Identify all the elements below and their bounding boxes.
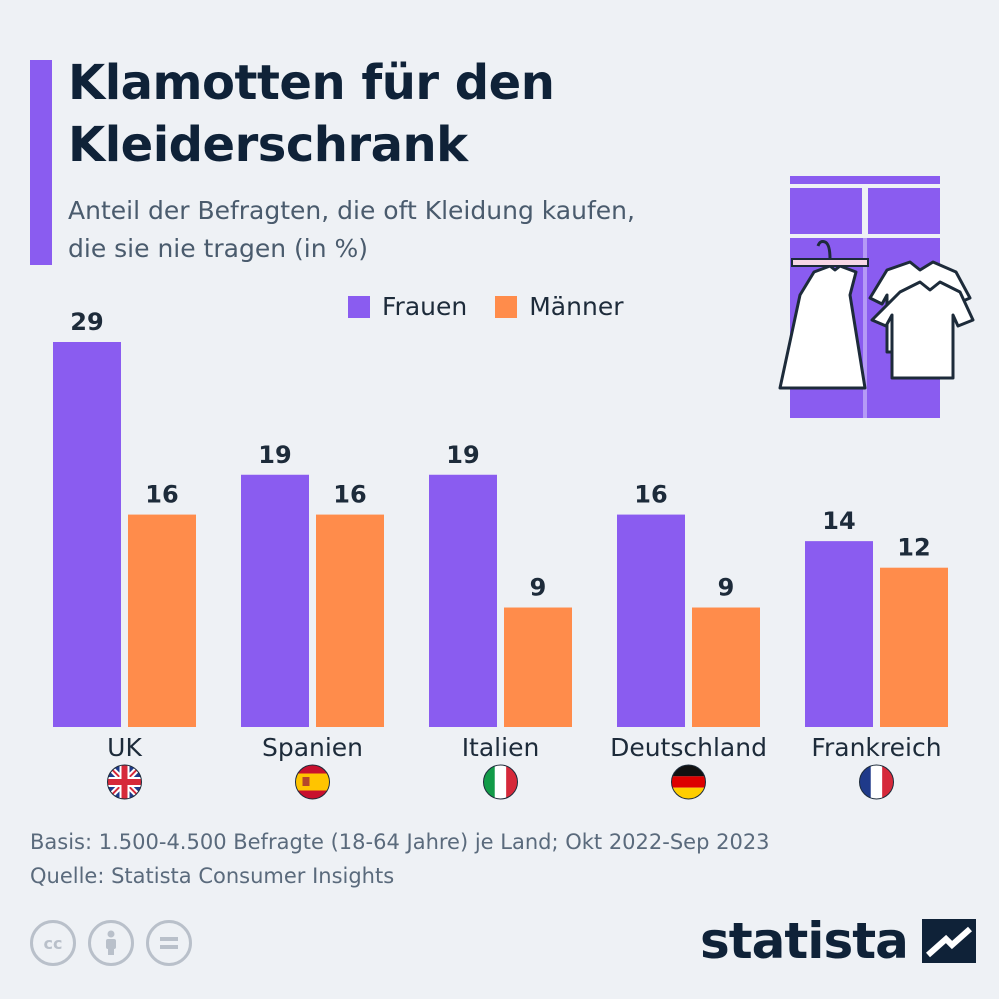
source-note: Quelle: Statista Consumer Insights (30, 864, 395, 888)
data-label-frauen-deutschland: 16 (634, 481, 667, 509)
subtitle-line-1: Anteil der Befragten, die oft Kleidung k… (68, 196, 635, 225)
bar-maenner-italien (504, 607, 572, 727)
legend-item-frauen: Frauen (348, 292, 467, 321)
legend-label-maenner: Männer (529, 292, 624, 321)
bar-frauen-deutschland (617, 514, 685, 727)
attribution-icon[interactable] (88, 920, 134, 966)
data-label-maenner-deutschland: 9 (718, 574, 735, 602)
uk-flag-icon (107, 764, 142, 800)
data-label-frauen-italien: 19 (446, 441, 479, 469)
subtitle-line-2: die sie nie tragen (in %) (68, 234, 368, 263)
data-label-frauen-spanien: 19 (258, 441, 291, 469)
chart-legend: Frauen Männer (348, 292, 623, 321)
wardrobe-illustration-icon (778, 176, 975, 418)
legend-swatch-maenner (495, 295, 518, 318)
legend-swatch-frauen (348, 295, 370, 318)
category-label-frankreich: Frankreich (811, 733, 941, 762)
bar-frauen-italien (429, 474, 497, 727)
data-label-maenner-italien: 9 (530, 574, 547, 602)
category-label-uk: UK (107, 733, 142, 762)
data-label-maenner-uk: 16 (145, 481, 178, 509)
data-label-frauen-uk: 29 (70, 308, 103, 336)
legend-item-maenner: Männer (495, 292, 623, 321)
title-line-1: Klamotten für den (68, 55, 555, 111)
italy-flag-icon (483, 764, 518, 800)
category-label-italien: Italien (462, 733, 540, 762)
legend-label-frauen: Frauen (382, 292, 468, 321)
bar-maenner-uk (128, 514, 196, 727)
germany-flag-icon (671, 764, 706, 800)
statista-logo-icon (921, 919, 976, 963)
bar-frauen-frankreich (805, 541, 873, 727)
chart-subtitle: Anteil der Befragten, die oft Kleidung k… (68, 192, 768, 268)
spain-flag-icon (295, 764, 330, 800)
creative-commons-icon[interactable]: cc (30, 920, 76, 966)
logo-text: statista (700, 912, 909, 970)
no-derivatives-icon[interactable] (146, 920, 192, 966)
data-label-frauen-frankreich: 14 (822, 507, 855, 535)
bar-maenner-deutschland (692, 607, 760, 727)
title-line-2: Kleiderschrank (68, 117, 468, 173)
bar-frauen-uk (53, 342, 121, 727)
category-label-spanien: Spanien (262, 733, 363, 762)
category-label-deutschland: Deutschland (610, 733, 767, 762)
bar-maenner-frankreich (880, 567, 948, 727)
bar-frauen-spanien (241, 474, 309, 727)
basis-note: Basis: 1.500-4.500 Befragte (18-64 Jahre… (30, 830, 770, 854)
source-notes: Basis: 1.500-4.500 Befragte (18-64 Jahre… (30, 825, 770, 893)
statista-logo[interactable]: statista (700, 912, 976, 970)
title-accent-bar (30, 60, 52, 265)
data-label-maenner-frankreich: 12 (897, 534, 930, 562)
chart-title: Klamotten für den Kleiderschrank (68, 52, 555, 176)
data-label-maenner-spanien: 16 (333, 481, 366, 509)
france-flag-icon (859, 764, 894, 800)
bar-maenner-spanien (316, 514, 384, 727)
license-icons: cc (30, 920, 192, 966)
